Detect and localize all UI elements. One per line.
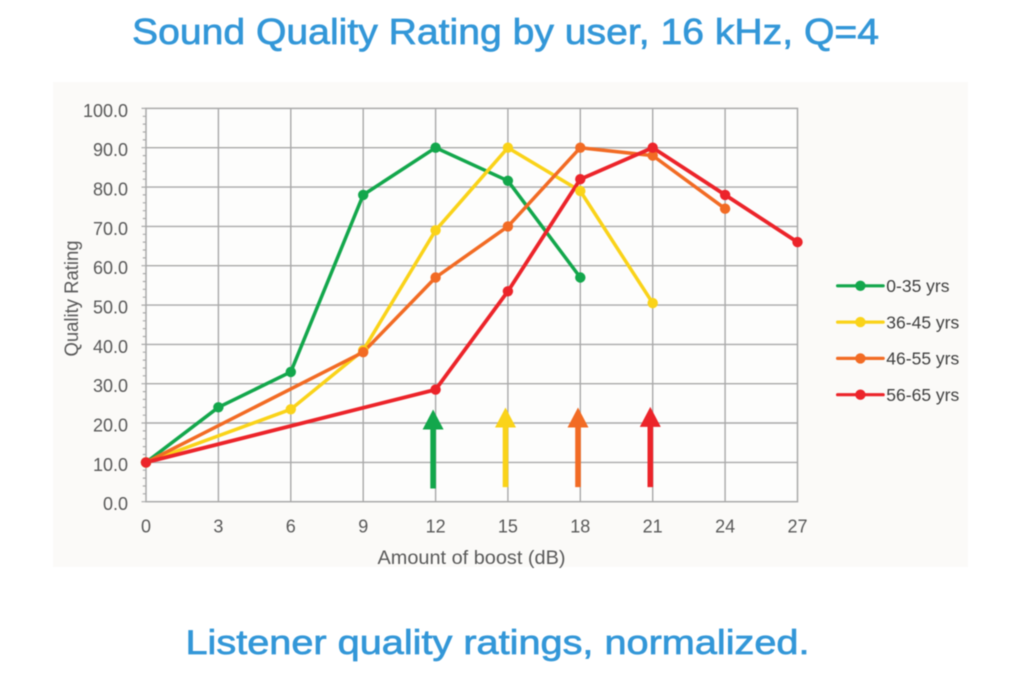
svg-text:30.0: 30.0 (93, 376, 128, 396)
svg-text:46-55 yrs: 46-55 yrs (886, 349, 959, 369)
svg-text:20.0: 20.0 (93, 415, 128, 435)
svg-text:56-65 yrs: 56-65 yrs (886, 385, 959, 405)
svg-text:18: 18 (570, 516, 590, 536)
svg-text:27: 27 (787, 516, 807, 536)
svg-text:15: 15 (498, 516, 518, 536)
svg-text:6: 6 (286, 516, 296, 536)
svg-text:Sound Quality Rating by user,: Sound Quality Rating by user, 16 kHz, Q=… (132, 11, 879, 52)
svg-text:3: 3 (213, 516, 223, 536)
svg-text:60.0: 60.0 (93, 258, 128, 278)
svg-text:21: 21 (643, 516, 663, 536)
svg-text:0: 0 (141, 516, 151, 536)
svg-text:70.0: 70.0 (93, 219, 128, 239)
svg-text:50.0: 50.0 (93, 298, 128, 318)
svg-text:40.0: 40.0 (93, 337, 128, 357)
svg-text:0.0: 0.0 (103, 494, 128, 514)
svg-text:24: 24 (715, 516, 735, 536)
svg-text:90.0: 90.0 (93, 140, 128, 160)
svg-text:100.0: 100.0 (83, 101, 128, 121)
svg-text:12: 12 (426, 516, 446, 536)
svg-text:Listener quality ratings, norm: Listener quality ratings, normalized. (186, 624, 810, 662)
svg-text:80.0: 80.0 (93, 180, 128, 200)
svg-text:36-45 yrs: 36-45 yrs (886, 312, 959, 332)
svg-text:0-35 yrs: 0-35 yrs (886, 276, 949, 296)
svg-text:Quality Rating: Quality Rating (62, 241, 83, 357)
svg-text:9: 9 (358, 516, 368, 536)
svg-text:Amount of boost (dB): Amount of boost (dB) (378, 548, 566, 569)
svg-text:10.0: 10.0 (93, 455, 128, 475)
